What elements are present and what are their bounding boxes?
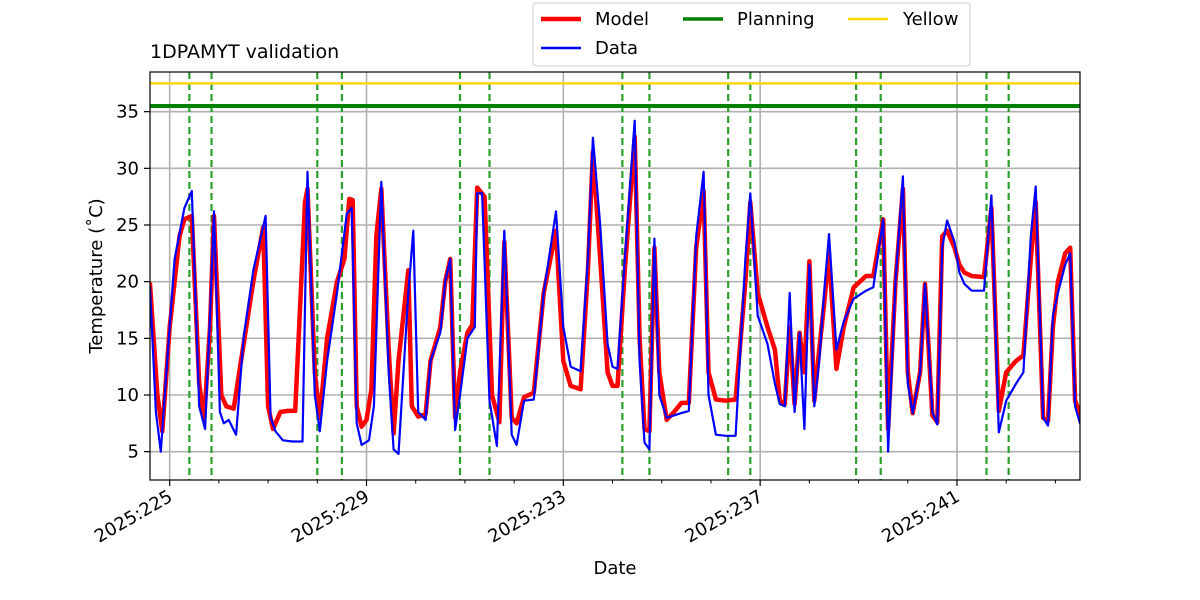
legend: Model Data Planning Yellow [532, 2, 971, 67]
y-axis: 5 10 15 20 25 30 35 [116, 102, 150, 463]
y-tick-label: 35 [116, 102, 139, 123]
y-tick-label: 5 [128, 442, 139, 463]
x-axis-label: Date [593, 558, 636, 579]
legend-label-model: Model [595, 9, 649, 30]
x-tick-label: 2025:233 [485, 486, 570, 547]
x-tick-label: 2025:241 [878, 486, 963, 547]
series-line-data [150, 119, 1080, 455]
legend-label-planning: Planning [737, 9, 815, 30]
y-axis-label: Temperature (˚C) [86, 198, 107, 354]
y-tick-label: 20 [116, 272, 139, 293]
x-tick-label: 2025:225 [91, 486, 176, 547]
y-tick-label: 25 [116, 215, 139, 236]
legend-label-data: Data [595, 38, 638, 59]
legend-label-yellow: Yellow [902, 9, 958, 30]
x-axis: 2025:225 2025:229 2025:233 2025:237 2025:241 [91, 480, 1056, 547]
series-lines [150, 119, 1080, 455]
x-tick-label: 2025:237 [681, 486, 766, 547]
plot-frame [149, 71, 1081, 481]
y-tick-label: 10 [116, 385, 139, 406]
y-tick-label: 30 [116, 158, 139, 179]
x-tick-label: 2025:229 [288, 486, 373, 547]
limit-lines [150, 82, 1080, 108]
y-tick-label: 15 [116, 328, 139, 349]
chart-title: 1DPAMYT validation [150, 41, 339, 63]
